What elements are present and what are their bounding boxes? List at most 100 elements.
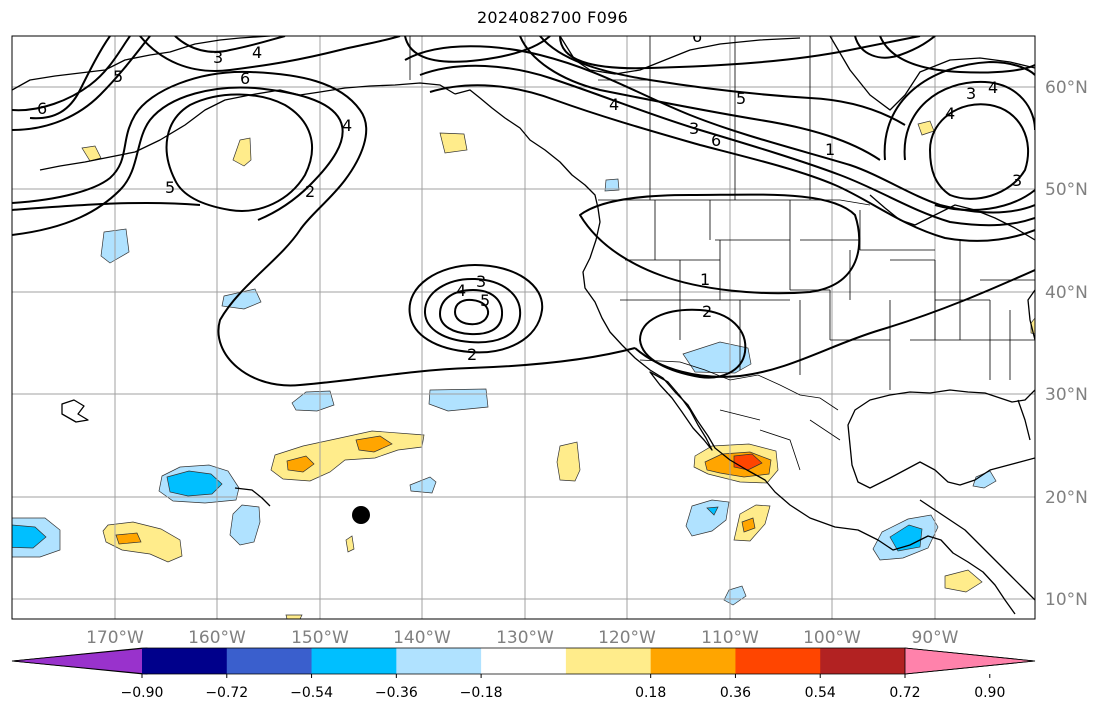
shade-patch: [682, 341, 752, 374]
colorbar-tick-label: −0.54: [290, 685, 333, 701]
mexico-states: [719, 409, 841, 471]
contour-line: [903, 80, 1035, 161]
colorbar-extend-high: [904, 647, 1036, 675]
contour-line: [934, 189, 1035, 211]
shade-patch: [102, 521, 183, 563]
contour-label: 4: [456, 281, 466, 300]
contour-label: 5: [113, 67, 123, 86]
contour-label: 4: [342, 116, 352, 135]
anomaly-shading: [12, 120, 1035, 619]
contour-line: [12, 70, 636, 387]
colorbar-extend-low: [11, 647, 148, 675]
longitude-label: 90°W: [912, 628, 959, 648]
shade-patch: [229, 504, 261, 546]
coastlines: [12, 36, 1035, 615]
longitude-label: 120°W: [598, 628, 656, 648]
colorbar-tick-label: −0.36: [375, 685, 418, 701]
latitude-labels: 60°N 50°N 40°N 30°N 20°N 10°N: [1045, 78, 1088, 610]
coastline-aleutians: [39, 89, 301, 171]
contour-line: [29, 36, 111, 120]
shade-patch: [685, 499, 730, 537]
colorbar-segment: [481, 648, 567, 674]
colorbar-tick-label: −0.18: [460, 685, 503, 701]
latitude-label: 20°N: [1045, 488, 1088, 508]
colorbar-tick-label: 0.36: [720, 685, 751, 701]
colorbar-tick-label: −0.72: [205, 685, 248, 701]
longitude-label: 110°W: [701, 628, 759, 648]
longitude-label: 130°W: [496, 628, 554, 648]
graticule: [12, 36, 1035, 619]
contour-line: [423, 277, 522, 344]
contour-line: [539, 36, 906, 126]
shade-patch: [604, 178, 620, 192]
contour-line: [579, 193, 861, 295]
coastline-baja: [649, 371, 713, 451]
colorbar-tick-label: −0.90: [121, 685, 164, 701]
colorbar-segment: [311, 648, 397, 674]
contour-line: [404, 36, 551, 63]
canada-provinces: [598, 36, 811, 200]
shade-patch: [439, 132, 468, 154]
border-us-canada: [598, 199, 871, 206]
colorbar-tick-label: 0.18: [635, 685, 666, 701]
coastline-central-america: [919, 499, 1035, 601]
contour-line: [879, 36, 1035, 74]
contour-label: 3: [213, 48, 223, 67]
coastline-greatlakes: [869, 194, 1035, 241]
shade-patch: [944, 569, 983, 593]
contour-line: [419, 64, 1035, 227]
shade-patch: [81, 145, 102, 162]
contour-line: [174, 36, 286, 53]
contour-label: 1: [825, 140, 835, 159]
colorbar: [11, 647, 1036, 675]
location-marker: [352, 506, 370, 524]
contour-label: 3: [689, 119, 699, 138]
shade-patch: [345, 535, 355, 553]
contour-lines: [12, 36, 1035, 387]
colorbar-segment: [396, 648, 482, 674]
contour-label: 5: [736, 89, 746, 108]
coastline-florida: [1017, 399, 1031, 441]
latitude-label: 40°N: [1045, 283, 1088, 303]
contour-line: [12, 36, 131, 112]
coastline-alaska: [12, 36, 271, 91]
contour-line: [139, 36, 401, 72]
colorbar-segment: [565, 648, 652, 674]
contour-label: 6: [692, 27, 702, 46]
contour-label: 3: [1012, 171, 1022, 190]
colorbar-tick-labels: −0.90 −0.72 −0.54 −0.36 −0.18 0.18 0.36 0.54 0.7…: [121, 674, 1005, 701]
longitude-label: 140°W: [393, 628, 451, 648]
shade-patch: [409, 476, 437, 494]
contour-label: 5: [165, 178, 175, 197]
shade-patch: [232, 137, 252, 167]
colorbar-tick-label: 0.54: [805, 685, 836, 701]
shade-patch: [355, 435, 393, 453]
contour-label: 4: [988, 78, 998, 97]
colorbar-segment: [735, 648, 821, 674]
longitude-label: 170°W: [86, 628, 144, 648]
coastline-hudson: [559, 36, 801, 75]
contour-line: [929, 103, 1030, 200]
longitude-label: 150°W: [291, 628, 349, 648]
longitude-labels: 170°W 160°W 150°W 140°W 130°W 120°W 110°W 100°W…: [86, 628, 959, 648]
shade-patch: [115, 532, 142, 545]
coastline-island: [61, 399, 89, 423]
contour-line: [639, 308, 747, 379]
shade-patch: [556, 441, 581, 482]
contour-line: [12, 201, 201, 211]
contour-line: [165, 93, 314, 212]
shade-patch: [741, 517, 756, 533]
shade-patch: [12, 524, 47, 549]
contour-line: [429, 84, 1035, 242]
contour-label: 3: [966, 84, 976, 103]
contour-label: 6: [37, 99, 47, 118]
contour-label: 2: [467, 345, 477, 364]
shade-patch: [291, 390, 335, 412]
contour-label: 2: [305, 182, 315, 201]
contour-line: [634, 269, 1035, 378]
coastline-hawaii: [234, 487, 271, 507]
political-boundaries: [409, 36, 1035, 471]
contour-line: [439, 289, 504, 336]
coastline-canada-east: [829, 36, 1035, 111]
